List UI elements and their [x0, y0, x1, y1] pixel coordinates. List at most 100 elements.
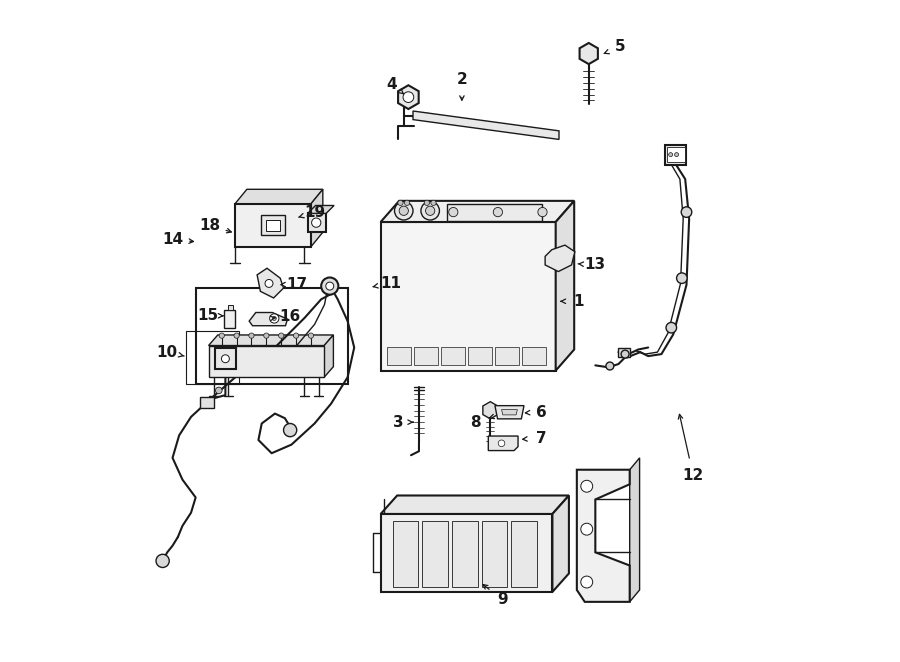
- Text: 18: 18: [199, 218, 220, 233]
- Circle shape: [273, 316, 276, 320]
- Text: 17: 17: [286, 277, 307, 291]
- Polygon shape: [381, 201, 574, 222]
- Polygon shape: [249, 312, 287, 326]
- Circle shape: [499, 440, 505, 447]
- Text: 9: 9: [498, 592, 508, 607]
- Circle shape: [677, 273, 688, 283]
- Circle shape: [264, 333, 269, 338]
- Polygon shape: [257, 268, 284, 298]
- Bar: [261, 215, 284, 235]
- Polygon shape: [553, 495, 569, 592]
- Bar: [511, 520, 537, 587]
- Circle shape: [669, 153, 672, 157]
- Polygon shape: [381, 495, 569, 514]
- Bar: [441, 347, 465, 365]
- Text: 7: 7: [536, 430, 546, 446]
- Polygon shape: [209, 335, 333, 346]
- Circle shape: [270, 314, 279, 323]
- Circle shape: [234, 333, 239, 338]
- Circle shape: [404, 200, 410, 205]
- Polygon shape: [489, 436, 518, 451]
- Bar: [665, 145, 687, 165]
- Circle shape: [398, 200, 403, 205]
- Bar: [195, 288, 347, 384]
- Polygon shape: [324, 335, 333, 377]
- Bar: [266, 220, 280, 230]
- Polygon shape: [577, 470, 630, 602]
- Circle shape: [621, 350, 629, 358]
- Circle shape: [265, 279, 273, 287]
- Text: 10: 10: [157, 345, 178, 359]
- Circle shape: [394, 201, 413, 220]
- Bar: [215, 348, 236, 369]
- Text: 1: 1: [573, 294, 584, 308]
- Circle shape: [580, 576, 593, 588]
- Bar: [185, 331, 238, 384]
- Bar: [482, 520, 508, 587]
- Polygon shape: [308, 205, 334, 213]
- Circle shape: [421, 201, 439, 220]
- Circle shape: [606, 362, 614, 370]
- Polygon shape: [201, 397, 213, 408]
- Bar: [308, 213, 326, 232]
- Polygon shape: [310, 189, 323, 247]
- Polygon shape: [630, 458, 640, 602]
- Text: 8: 8: [470, 414, 481, 430]
- Circle shape: [156, 554, 169, 567]
- Text: 11: 11: [380, 276, 401, 291]
- Polygon shape: [580, 43, 598, 64]
- Bar: [468, 347, 491, 365]
- Polygon shape: [495, 406, 524, 419]
- Text: 2: 2: [456, 72, 467, 87]
- Circle shape: [580, 523, 593, 535]
- Circle shape: [221, 355, 230, 363]
- Text: 19: 19: [305, 205, 326, 220]
- Polygon shape: [413, 111, 559, 140]
- Bar: [667, 148, 685, 162]
- Circle shape: [431, 200, 436, 205]
- Circle shape: [666, 322, 677, 333]
- Text: 13: 13: [585, 258, 606, 273]
- Polygon shape: [545, 245, 575, 271]
- Bar: [387, 347, 411, 365]
- Circle shape: [426, 206, 435, 215]
- Circle shape: [219, 333, 224, 338]
- Bar: [209, 346, 324, 377]
- Circle shape: [293, 333, 299, 338]
- Bar: [522, 347, 545, 365]
- Text: 4: 4: [387, 77, 397, 92]
- Circle shape: [538, 207, 547, 216]
- Polygon shape: [483, 402, 498, 419]
- Bar: [495, 347, 518, 365]
- Circle shape: [279, 333, 284, 338]
- Circle shape: [675, 153, 679, 157]
- Bar: [446, 204, 543, 220]
- Bar: [381, 514, 553, 592]
- Bar: [618, 348, 630, 357]
- Text: 14: 14: [162, 232, 183, 248]
- Text: 16: 16: [280, 309, 301, 324]
- Circle shape: [309, 333, 313, 338]
- Circle shape: [681, 207, 692, 217]
- Bar: [224, 310, 235, 328]
- Text: 6: 6: [536, 404, 546, 420]
- Circle shape: [284, 424, 297, 437]
- Polygon shape: [398, 85, 418, 109]
- Circle shape: [580, 481, 593, 492]
- Text: 12: 12: [682, 467, 704, 483]
- Polygon shape: [501, 410, 518, 415]
- Polygon shape: [235, 189, 323, 204]
- Circle shape: [403, 92, 414, 103]
- Circle shape: [399, 206, 409, 215]
- Bar: [381, 222, 555, 371]
- Circle shape: [311, 218, 321, 227]
- Bar: [422, 520, 448, 587]
- Circle shape: [424, 200, 429, 205]
- Polygon shape: [235, 204, 310, 247]
- Circle shape: [326, 282, 334, 290]
- Bar: [392, 520, 418, 587]
- Bar: [414, 347, 438, 365]
- Circle shape: [493, 207, 502, 216]
- Bar: [228, 305, 233, 310]
- Circle shape: [248, 333, 254, 338]
